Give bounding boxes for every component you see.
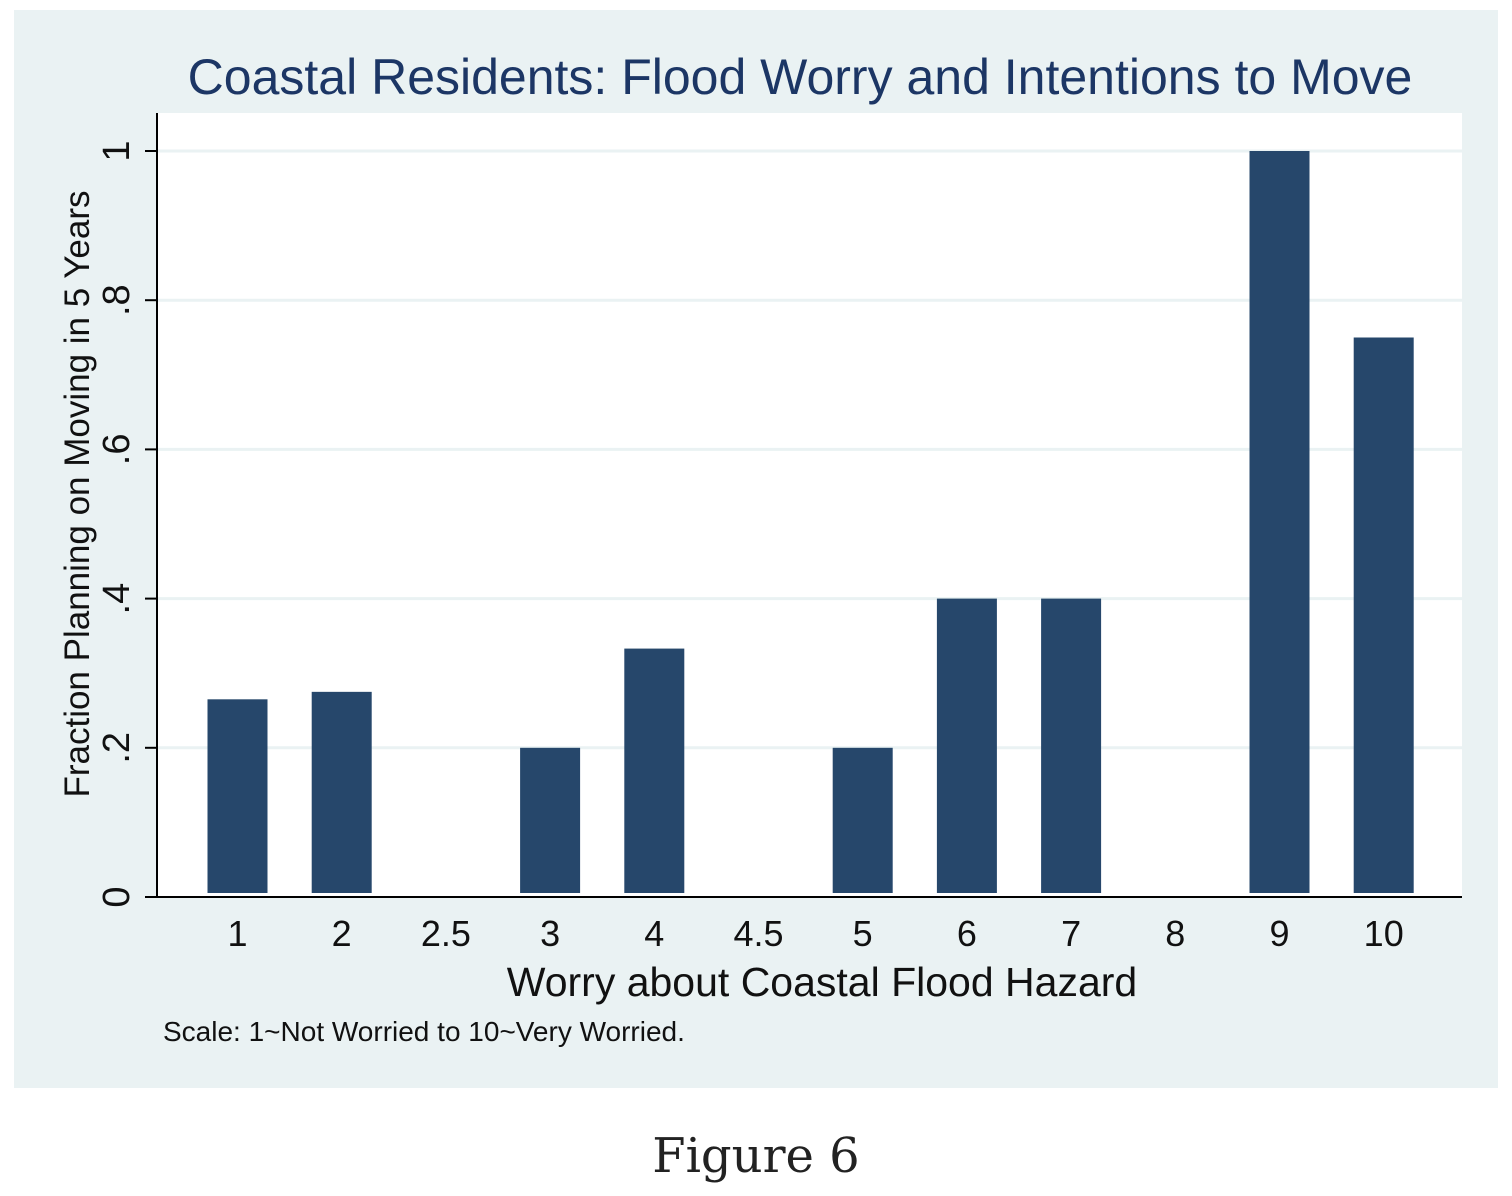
bar-7 [1041, 598, 1102, 893]
figure-caption: Figure 6 [652, 1128, 860, 1184]
y-axis-label: Fraction Planning on Moving in 5 Years [58, 190, 97, 797]
bar-3 [520, 747, 581, 893]
bar-6 [936, 598, 997, 893]
bar-1 [207, 699, 268, 893]
x-tick-label: 1 [227, 913, 247, 954]
bar-9 [1249, 151, 1310, 893]
chart-title: Coastal Residents: Flood Worry and Inten… [188, 49, 1413, 105]
y-tick-label: .8 [96, 284, 138, 316]
x-tick-label: 6 [957, 913, 977, 954]
bar-10 [1353, 337, 1414, 893]
x-tick-label: 2.5 [421, 913, 471, 954]
bar-5 [832, 747, 893, 893]
bar-4 [624, 648, 685, 893]
x-tick-label: 4 [644, 913, 664, 954]
y-tick-label: 1 [96, 140, 138, 161]
x-tick-label: 4.5 [733, 913, 783, 954]
plot-area [157, 113, 1462, 897]
y-tick-label: 0 [96, 886, 138, 907]
x-axis-label: Worry about Coastal Flood Hazard [507, 959, 1137, 1005]
x-tick-label: 5 [853, 913, 873, 954]
x-tick-label: 3 [540, 913, 560, 954]
x-tick-label: 10 [1364, 913, 1404, 954]
x-tick-label: 7 [1061, 913, 1081, 954]
y-tick-label: .4 [96, 583, 138, 615]
x-tick-label: 9 [1269, 913, 1289, 954]
y-tick-label: .2 [96, 732, 138, 764]
x-tick-label: 8 [1165, 913, 1185, 954]
chart-note: Scale: 1~Not Worried to 10~Very Worried. [163, 1016, 685, 1047]
x-tick-label: 2 [332, 913, 352, 954]
y-tick-label: .6 [96, 434, 138, 466]
bar-2 [311, 691, 372, 893]
